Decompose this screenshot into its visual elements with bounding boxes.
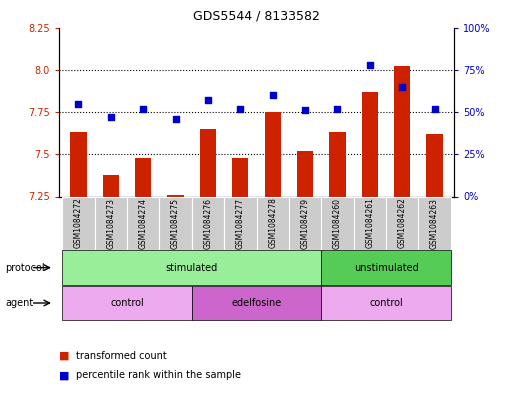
Text: percentile rank within the sample: percentile rank within the sample bbox=[76, 370, 241, 380]
Point bbox=[171, 116, 180, 122]
Point bbox=[398, 84, 406, 90]
Bar bbox=[297, 151, 313, 196]
Point bbox=[366, 62, 374, 68]
Point bbox=[139, 105, 147, 112]
Point bbox=[236, 105, 244, 112]
Bar bbox=[200, 129, 216, 196]
Bar bbox=[426, 134, 443, 196]
Point bbox=[107, 114, 115, 120]
Point bbox=[430, 105, 439, 112]
Point bbox=[269, 92, 277, 98]
Text: GSM1084273: GSM1084273 bbox=[106, 198, 115, 248]
Point bbox=[333, 105, 342, 112]
Text: edelfosine: edelfosine bbox=[231, 298, 282, 308]
Text: GSM1084272: GSM1084272 bbox=[74, 198, 83, 248]
Text: GSM1084275: GSM1084275 bbox=[171, 198, 180, 248]
Text: protocol: protocol bbox=[5, 263, 45, 273]
Text: control: control bbox=[369, 298, 403, 308]
Bar bbox=[103, 174, 119, 196]
Text: agent: agent bbox=[5, 298, 33, 308]
Bar bbox=[70, 132, 87, 196]
Text: GSM1084262: GSM1084262 bbox=[398, 198, 407, 248]
Text: ■: ■ bbox=[59, 351, 69, 361]
Text: ■: ■ bbox=[59, 370, 69, 380]
Bar bbox=[167, 195, 184, 196]
Bar bbox=[265, 112, 281, 196]
Text: GSM1084279: GSM1084279 bbox=[301, 198, 309, 248]
Text: GSM1084261: GSM1084261 bbox=[365, 198, 374, 248]
Point bbox=[204, 97, 212, 103]
Point bbox=[74, 101, 83, 107]
Text: GSM1084276: GSM1084276 bbox=[204, 198, 212, 248]
Text: stimulated: stimulated bbox=[166, 263, 218, 273]
Text: GSM1084260: GSM1084260 bbox=[333, 198, 342, 248]
Text: control: control bbox=[110, 298, 144, 308]
Text: GDS5544 / 8133582: GDS5544 / 8133582 bbox=[193, 10, 320, 23]
Text: GSM1084277: GSM1084277 bbox=[236, 198, 245, 248]
Text: GSM1084274: GSM1084274 bbox=[139, 198, 148, 248]
Bar bbox=[135, 158, 151, 196]
Point bbox=[301, 107, 309, 114]
Text: GSM1084263: GSM1084263 bbox=[430, 198, 439, 248]
Bar bbox=[329, 132, 346, 196]
Text: GSM1084278: GSM1084278 bbox=[268, 198, 277, 248]
Text: transformed count: transformed count bbox=[76, 351, 167, 361]
Bar bbox=[362, 92, 378, 196]
Bar bbox=[232, 158, 248, 196]
Bar bbox=[394, 66, 410, 196]
Text: unstimulated: unstimulated bbox=[353, 263, 419, 273]
